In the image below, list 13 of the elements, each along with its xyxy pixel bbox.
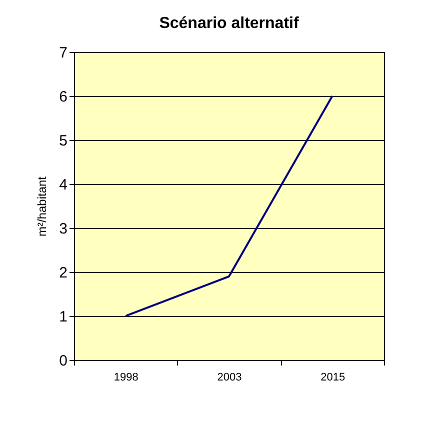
y-axis-title: m²/habitant [35,176,50,237]
y-tick-label: 4 [59,176,68,194]
x-tick-label: 1998 [114,372,138,384]
y-tick-label: 5 [59,132,68,150]
y-tick-label: 3 [59,220,68,238]
y-tick-label: 6 [59,88,68,106]
x-tick-label: 2003 [217,372,242,384]
x-tick-label: 2015 [320,372,346,384]
chart-title: Scénario alternatif [159,15,300,32]
y-tick-label: 2 [59,264,68,282]
y-tick-label: 0 [59,352,68,370]
y-tick-label: 7 [59,44,68,62]
y-tick-label: 1 [59,308,68,326]
